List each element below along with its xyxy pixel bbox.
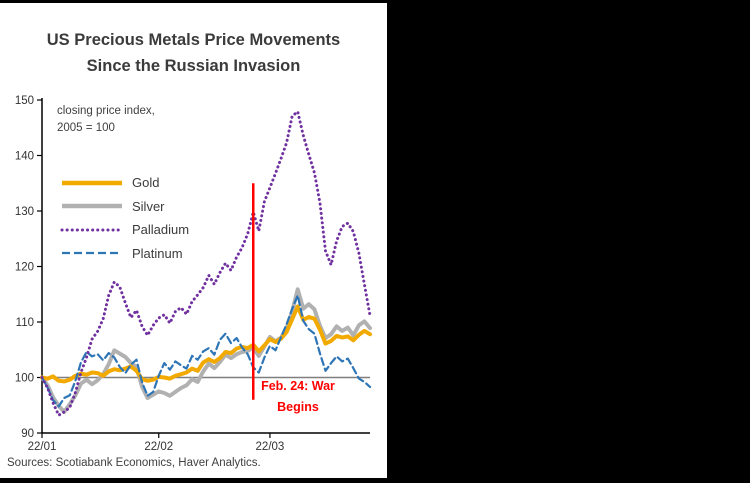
series-palladium-line xyxy=(40,110,372,417)
series-gold-line xyxy=(40,304,372,384)
y-tick-label: 110 xyxy=(16,317,34,329)
y-tick-label: 90 xyxy=(21,428,34,440)
y-tick-label: 150 xyxy=(15,95,34,107)
silver-line-sample xyxy=(62,203,122,209)
y-tick-label: 130 xyxy=(15,206,34,218)
annotation-line1: Feb. 24: War xyxy=(261,379,335,393)
chart-title-line2: Since the Russian Invasion xyxy=(86,57,301,75)
y-tick-label: 120 xyxy=(15,262,34,274)
x-tick-label: 22/01 xyxy=(28,441,57,453)
palladium-line-sample xyxy=(60,228,124,231)
gold-line-sample xyxy=(62,180,122,185)
legend-item-platinum: Platinum xyxy=(60,245,189,262)
y-tick-label: 140 xyxy=(15,151,34,163)
axis-note-line2: 2005 = 100 xyxy=(57,122,115,134)
legend-item-palladium: Palladium xyxy=(60,221,189,238)
legend-item-silver: Silver xyxy=(60,198,189,215)
chart-panel: US Precious Metals Price Movements Since… xyxy=(0,3,387,478)
legend-label-platinum: Platinum xyxy=(132,245,183,261)
y-tick-label: 100 xyxy=(15,373,34,385)
platinum-line-sample xyxy=(62,251,122,255)
legend-label-silver: Silver xyxy=(132,198,165,214)
series-silver-line xyxy=(40,287,372,414)
legend-item-gold: Gold xyxy=(60,174,189,191)
legend-label-palladium: Palladium xyxy=(132,222,190,237)
x-tick-label: 22/02 xyxy=(144,441,173,453)
series-platinum-line xyxy=(40,294,372,408)
chart-title-line1: US Precious Metals Price Movements xyxy=(46,31,341,49)
x-tick-label: 22/03 xyxy=(256,441,285,453)
source-note: Sources: Scotiabank Economics, Haver Ana… xyxy=(7,457,261,469)
annotation-line2: Begins xyxy=(277,400,319,414)
axis-note-line1: closing price index, xyxy=(57,105,155,117)
axis-note: closing price index, 2005 = 100 xyxy=(57,103,155,137)
price-chart: 90 100 110 120 130 140 150 22/01 22/02 22/03 xyxy=(15,95,372,453)
legend-label-gold: Gold xyxy=(132,175,160,190)
war-begins-annotation: Feb. 24: War Begins xyxy=(250,376,346,418)
legend: Gold Silver Palladium Platinum xyxy=(60,174,189,262)
chart-title: US Precious Metals Price Movements Since… xyxy=(0,27,387,79)
